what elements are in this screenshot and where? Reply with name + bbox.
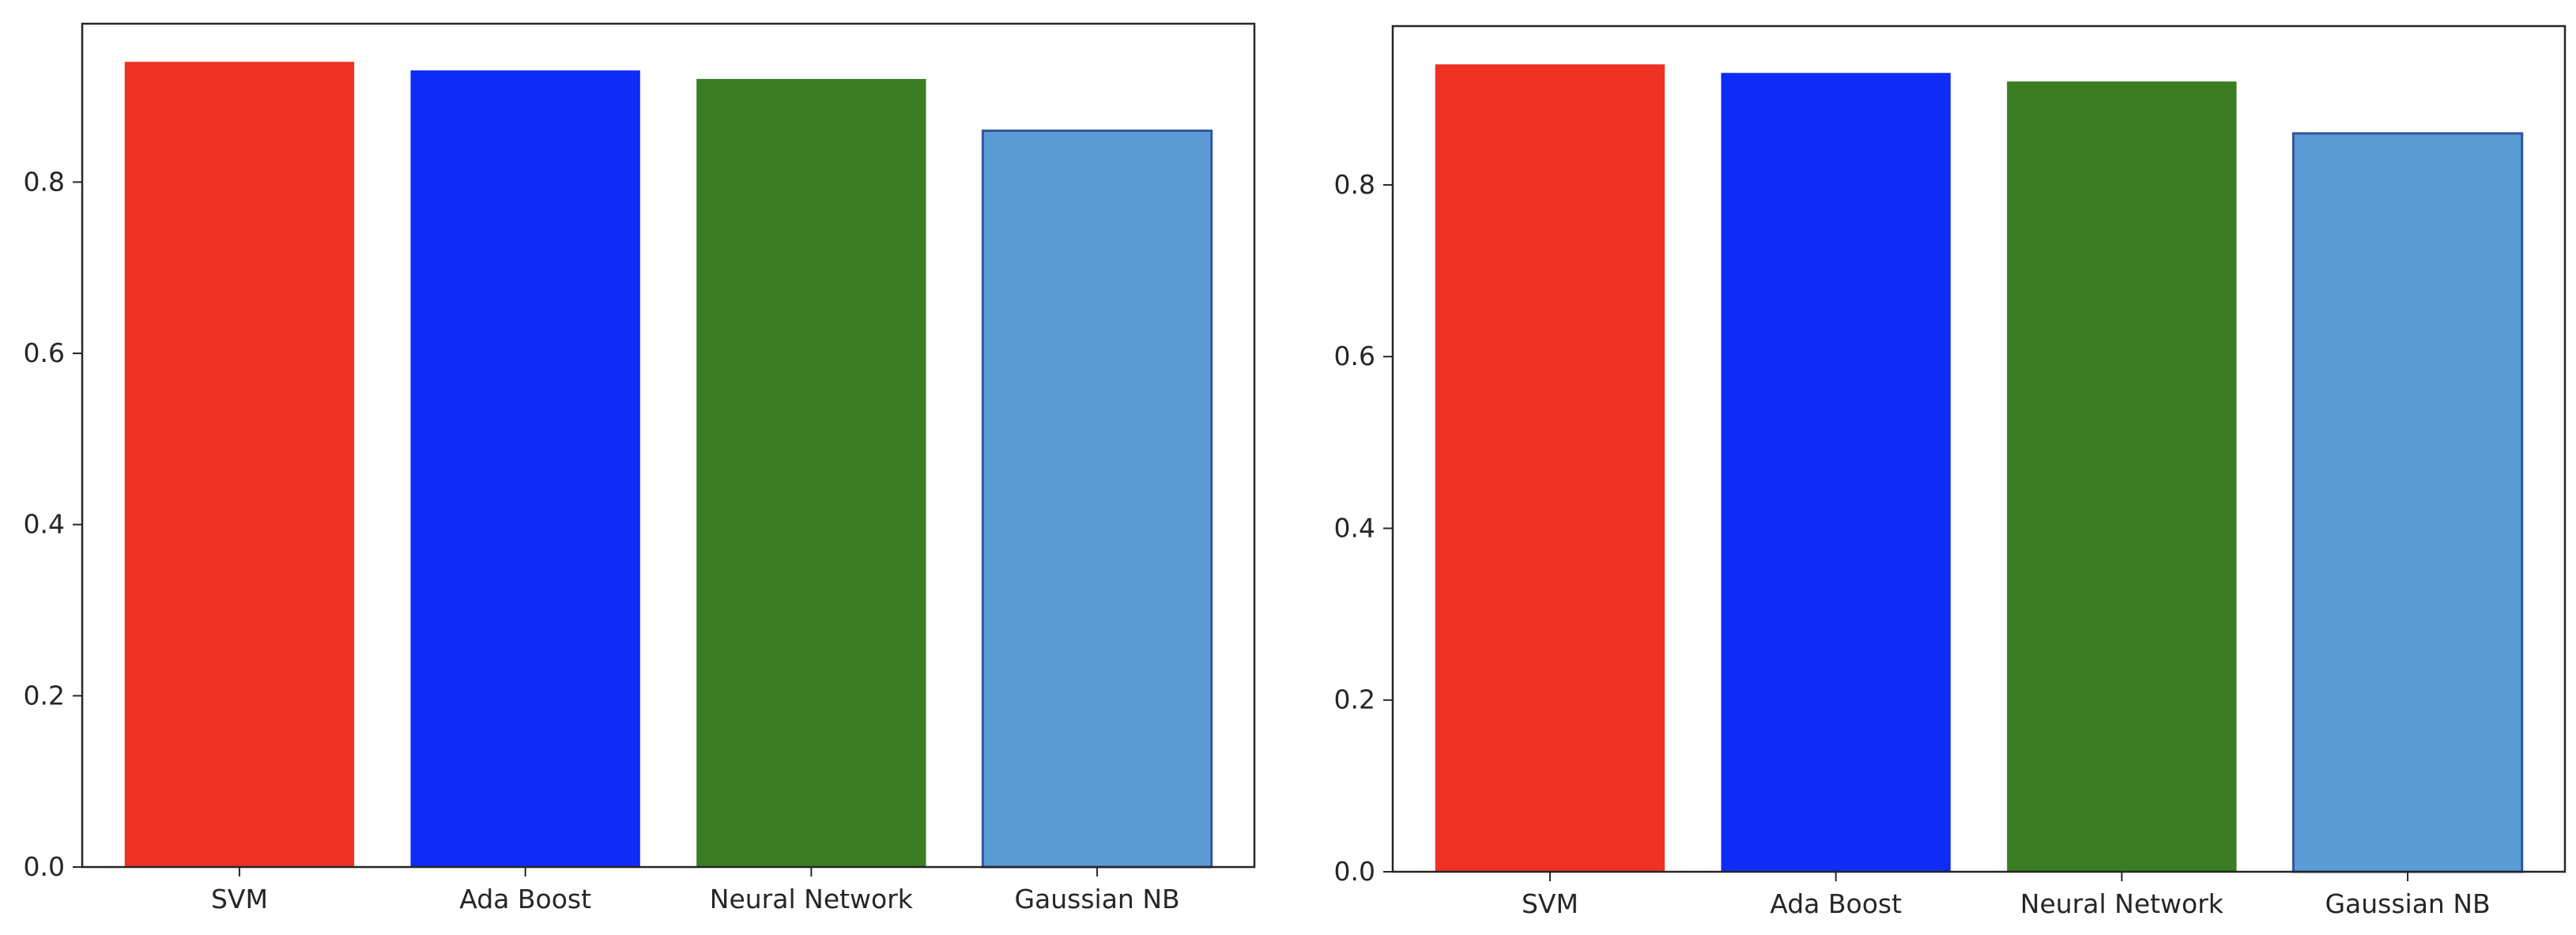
chart-left-bar-3 — [696, 78, 926, 868]
chart-right-y-axis: 0.0 0.2 0.4 0.6 0.8 — [1334, 169, 1393, 887]
chart-left-x-tick-label: Ada Boost — [459, 884, 591, 914]
chart-left-y-tick-label: 0.4 — [24, 509, 65, 540]
chart-right-y-tick-label: 0.6 — [1334, 341, 1375, 371]
chart-right-bar-3 — [2007, 81, 2237, 873]
chart-left-y-axis: 0.0 0.2 0.4 0.6 0.8 — [24, 166, 82, 882]
chart-right: 0.0 0.2 0.4 0.6 0.8 SVM Ada Boost Neural Netwo… — [1334, 25, 2567, 919]
chart-right-x-tick-label: SVM — [1522, 888, 1578, 919]
chart-left-bars — [124, 62, 1213, 869]
chart-right-bar-1 — [1435, 64, 1665, 873]
chart-left-y-tick-label: 0.8 — [24, 166, 65, 197]
chart-left-x-tick-label: Neural Network — [710, 884, 914, 914]
chart-right-x-tick-label: Ada Boost — [1770, 888, 1902, 919]
chart-right-y-tick-label: 0.0 — [1334, 856, 1375, 887]
chart-right-bar-4 — [2291, 132, 2524, 873]
chart-right-bars — [1435, 64, 2524, 873]
chart-right-bar-2 — [1721, 73, 1951, 873]
chart-left-bar-4 — [981, 129, 1213, 869]
chart-left-bar-2 — [410, 70, 640, 868]
chart-left-frame — [81, 22, 1256, 869]
chart-right-y-tick-label: 0.4 — [1334, 512, 1375, 543]
chart-left-y-tick-label: 0.6 — [24, 337, 65, 368]
chart-right-x-axis: SVM Ada Boost Neural Network Gaussian NB — [1522, 872, 2491, 919]
chart-left-x-tick-label: Gaussian NB — [1014, 884, 1179, 914]
chart-right-x-tick-label: Neural Network — [2020, 888, 2224, 919]
chart-left-bar-1 — [124, 62, 355, 868]
chart-left: 0.0 0.2 0.4 0.6 0.8 SVM Ada Boost Neural Netwo… — [24, 22, 1256, 914]
chart-right-y-tick-label: 0.8 — [1334, 169, 1375, 200]
chart-right-x-tick-label: Gaussian NB — [2325, 888, 2490, 919]
chart-left-x-tick-label: SVM — [211, 884, 268, 914]
chart-right-frame — [1391, 25, 2567, 873]
chart-left-x-axis: SVM Ada Boost Neural Network Gaussian NB — [211, 867, 1180, 914]
chart-left-y-tick-label: 0.0 — [24, 851, 65, 882]
chart-left-y-tick-label: 0.2 — [24, 680, 65, 711]
chart-right-y-tick-label: 0.2 — [1334, 684, 1375, 715]
